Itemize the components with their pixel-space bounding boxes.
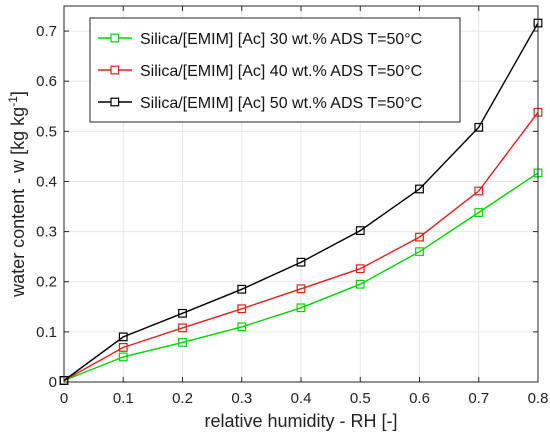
x-tick-label: 0.3 [231,390,252,407]
legend-swatch-marker [110,65,120,75]
data-point [178,337,187,347]
y-tick-label: 0.6 [36,73,57,90]
data-point [415,247,424,257]
data-point [237,304,247,314]
x-tick-label: 0.6 [409,390,430,407]
data-point [296,284,306,294]
data-point [296,257,306,267]
data-point [474,186,484,196]
data-point [237,322,247,332]
data-point [118,343,128,352]
y-axis-label-close: ] [8,91,28,96]
data-point [355,264,365,274]
y-tick-label: 0.4 [36,173,57,190]
series-layer [59,18,543,385]
legend-item: Silica/[EMIM] [Ac] 40 wt.% ADS T=50°C [98,63,422,80]
legend-box [89,17,461,123]
y-tick-label: 0 [49,374,57,391]
data-point [178,323,187,333]
x-tick-label: 0.4 [291,390,312,407]
x-tick-label: 0.5 [350,390,371,407]
y-tick-label: 0.3 [36,224,57,241]
legend-item: Silica/[EMIM] [Ac] 50 wt.% ADS T=50°C [98,95,422,112]
data-point [178,308,187,318]
y-tick-label: 0.7 [36,23,57,40]
data-point [355,279,365,289]
data-point [118,332,128,342]
legend-label: Silica/[EMIM] [Ac] 30 wt.% ADS T=50°C [140,31,422,48]
y-axis-label-superscript: -1 [6,96,20,107]
x-tick-label: 0.7 [468,390,489,407]
data-point [474,208,484,217]
y-tick-label: 0.5 [36,123,57,140]
data-point [415,232,424,242]
y-axis-label: water content - w [kg kg-1] [6,91,28,298]
legend-item: Silica/[EMIM] [Ac] 30 wt.% ADS T=50°C [98,31,422,48]
x-tick-label: 0.8 [528,390,549,407]
x-tick-label: 0.1 [113,390,134,407]
data-point [118,352,128,362]
legend: Silica/[EMIM] [Ac] 30 wt.% ADS T=50°C Sil… [89,17,461,123]
series-line [63,111,539,382]
data-point [237,284,247,294]
data-point [415,184,424,194]
x-tick-label: 0.2 [172,390,193,407]
series-line [63,172,539,382]
tick-layer: 0 0.1 0.2 0.3 0.4 0.5 0.6 0.7 0.8 0 0.1 0.2 0.3 0.4 0.… [36,6,548,407]
series-line [63,22,539,382]
legend-label: Silica/[EMIM] [Ac] 50 wt.% ADS T=50°C [140,95,422,112]
x-tick-label: 0 [60,390,68,407]
legend-swatch-marker [110,97,120,107]
data-point [474,122,484,132]
legend-swatch-marker [110,33,120,43]
data-point [355,226,365,235]
y-tick-label: 0.1 [36,324,57,341]
y-axis-label-main: water content - w [kg kg [8,107,28,298]
y-tick-label: 0.2 [36,274,57,291]
series-3 [59,18,543,385]
x-axis-label: relative humidity - RH [-] [204,411,397,431]
data-point [296,303,306,313]
legend-label: Silica/[EMIM] [Ac] 40 wt.% ADS T=50°C [140,63,422,80]
